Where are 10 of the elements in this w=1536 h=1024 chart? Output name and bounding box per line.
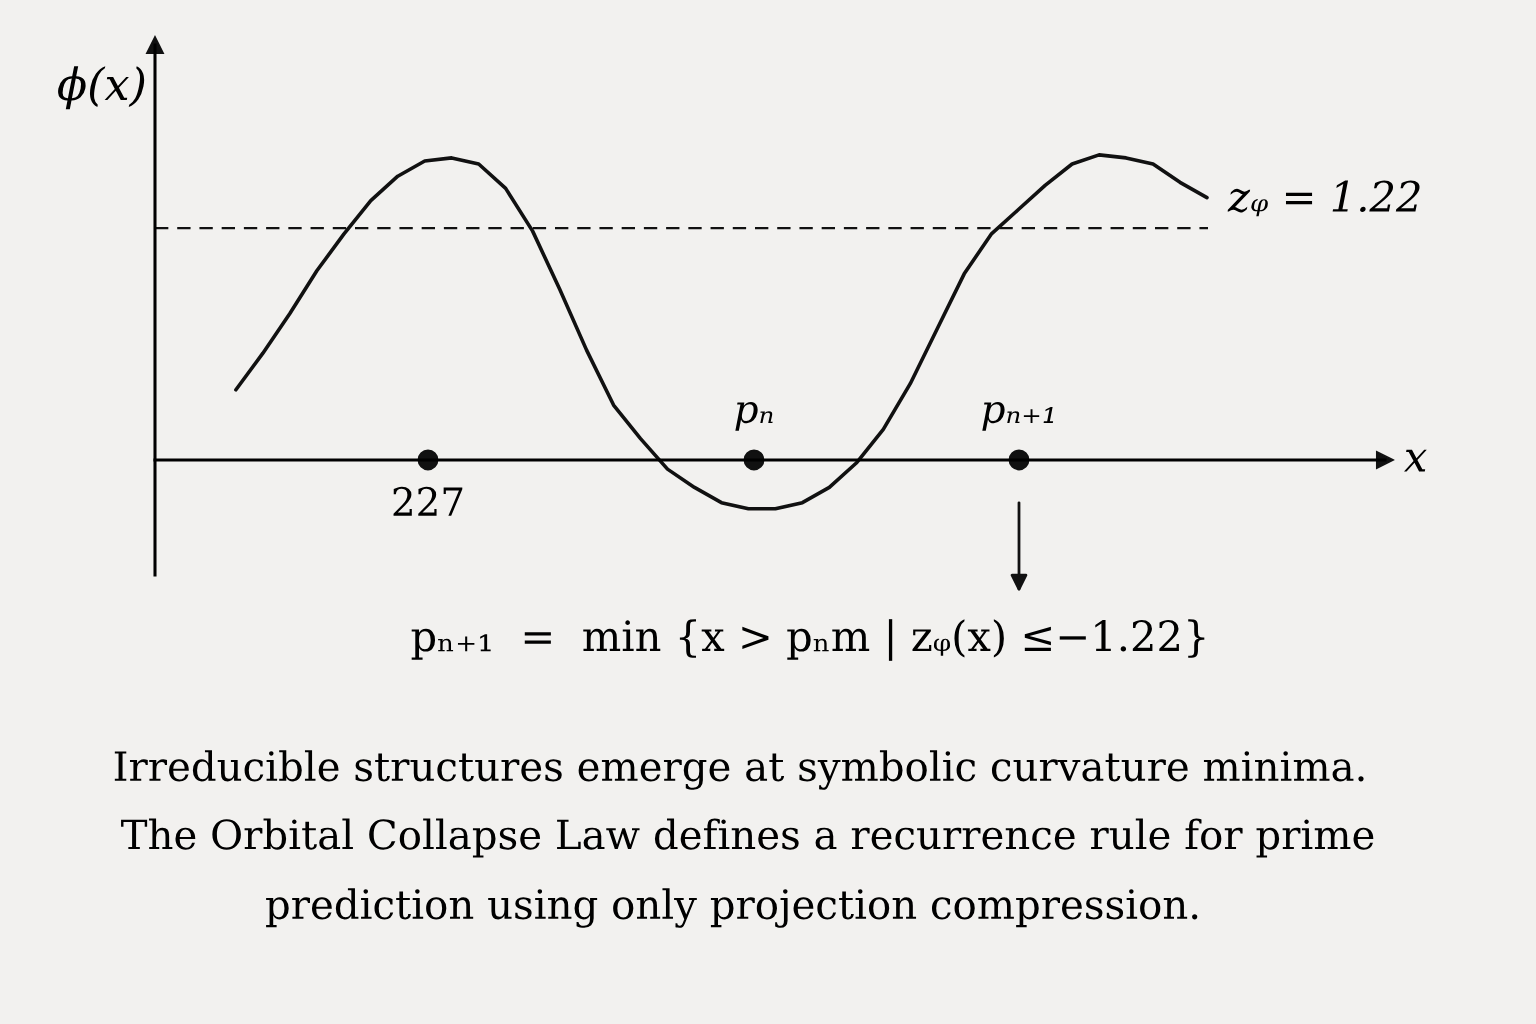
text: Irreducible structures emerge at symbolic curvature minima. [114,750,1364,790]
annotation: 227 [393,486,463,516]
text: pₙ₊₁ = min {x > pₙm | zᵩ(x) ≤−1.22} [411,619,1205,661]
y-axis-title: ϕ(x) [58,66,145,110]
text: prediction using only projection compression. [266,888,1198,928]
text: zᵩ = 1.22 [1227,180,1420,217]
annotation: pₙ [735,401,773,431]
annotation: pₙ₊₁ [982,401,1054,431]
text: The Orbital Collapse Law defines a recurrence rule for prime [121,818,1374,858]
x-axis-title: x [1404,449,1427,472]
